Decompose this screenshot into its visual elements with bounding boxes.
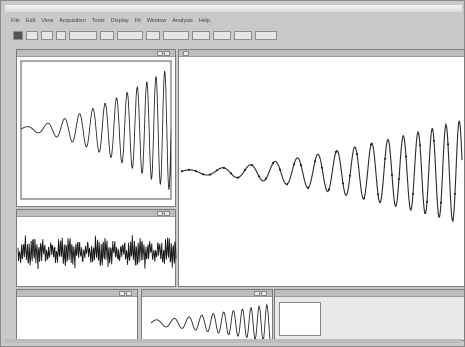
panel-menu-icon[interactable] (183, 51, 189, 56)
data-point (222, 166, 226, 169)
data-point (397, 177, 401, 181)
panel-header (17, 50, 175, 57)
panel-header (17, 290, 137, 297)
data-point (411, 192, 415, 196)
mini-trace-plot (150, 303, 272, 343)
toolbar-button[interactable] (192, 30, 210, 40)
data-point (355, 153, 359, 156)
data-point (425, 200, 429, 203)
data-point (334, 150, 338, 153)
toolbar-button[interactable] (255, 30, 277, 40)
main-trace-plot (180, 120, 463, 223)
data-point (243, 168, 247, 172)
data-point (285, 183, 289, 186)
close-icon[interactable] (261, 291, 267, 296)
data-point (383, 157, 387, 160)
toolbar-button[interactable] (56, 30, 66, 40)
waveform-trace (181, 120, 463, 223)
data-point (327, 188, 331, 191)
data-point (194, 170, 198, 173)
menu-edit[interactable]: Edit (25, 18, 36, 24)
panel-header (275, 290, 464, 297)
data-point (404, 155, 408, 158)
trace-panel-middle-left[interactable] (16, 209, 177, 287)
data-point (201, 173, 205, 176)
data-point (432, 139, 436, 142)
window-icon[interactable] (13, 30, 23, 40)
bottom-panel-left[interactable] (16, 289, 138, 341)
panel-header (179, 50, 464, 57)
save-icon[interactable] (41, 30, 53, 40)
data-point (376, 193, 380, 196)
data-point (271, 162, 275, 165)
cursor-icon[interactable] (146, 30, 160, 40)
data-point (264, 177, 268, 180)
toolbar (13, 29, 453, 41)
minimize-icon[interactable] (119, 291, 125, 296)
data-point (299, 164, 303, 167)
close-icon[interactable] (164, 51, 170, 56)
data-point (306, 186, 310, 189)
waveform-trace (150, 303, 272, 343)
data-point (278, 168, 282, 171)
menu-fit[interactable]: Fit (134, 18, 141, 24)
panel-header (142, 290, 272, 297)
menu-display[interactable]: Display (110, 18, 129, 24)
data-point (369, 143, 373, 146)
open-icon[interactable] (26, 30, 38, 40)
toolbar-button[interactable] (117, 30, 143, 40)
data-point (439, 201, 443, 204)
status-bar (5, 339, 462, 343)
noise-trace (17, 235, 177, 270)
data-point (341, 182, 345, 185)
menu-tools[interactable]: Tools (91, 18, 105, 24)
data-point (313, 160, 317, 163)
data-point (208, 173, 212, 176)
menu-file[interactable]: File (11, 18, 20, 24)
data-point (446, 143, 450, 146)
menu-view[interactable]: View (41, 18, 54, 24)
bottom-panel-middle[interactable] (141, 289, 273, 343)
close-icon[interactable] (164, 211, 170, 216)
menu-window[interactable]: Window (146, 18, 167, 24)
data-point (229, 172, 233, 175)
data-point (418, 144, 422, 147)
menu-help[interactable]: Help (198, 18, 211, 24)
minimize-icon[interactable] (254, 291, 260, 296)
data-point (236, 176, 240, 179)
data-point (292, 163, 296, 166)
toolbar-button[interactable] (213, 30, 231, 40)
data-point (390, 173, 394, 176)
data-point (187, 168, 191, 171)
menu-bar: File Edit View Acquisition Tools Display… (11, 18, 210, 26)
panel-header (17, 210, 175, 217)
menu-acquisition[interactable]: Acquisition (59, 18, 86, 24)
data-point (348, 174, 352, 177)
data-point (250, 164, 254, 167)
peak-markers (180, 139, 457, 204)
minimize-icon[interactable] (157, 51, 163, 56)
title-bar (5, 5, 462, 12)
data-point (180, 170, 184, 173)
toolbar-button[interactable] (234, 30, 252, 40)
data-point (215, 169, 219, 172)
menu-analysis[interactable]: Analysis (172, 18, 193, 24)
trace-panel-top-left[interactable] (16, 49, 176, 207)
data-point (257, 175, 261, 178)
toolbar-button[interactable] (69, 30, 97, 40)
data-point (453, 192, 457, 195)
data-point (362, 197, 366, 200)
main-trace-panel[interactable] (178, 49, 465, 287)
bottom-panel-right[interactable] (274, 289, 465, 341)
zoom-icon[interactable] (100, 30, 114, 40)
toolbar-button[interactable] (163, 30, 189, 40)
readout-box (279, 302, 321, 336)
close-icon[interactable] (126, 291, 132, 296)
waveform-trace (20, 70, 172, 190)
data-point (320, 166, 324, 169)
trace-plot (20, 60, 172, 200)
noise-plot (17, 235, 177, 270)
minimize-icon[interactable] (157, 211, 163, 216)
